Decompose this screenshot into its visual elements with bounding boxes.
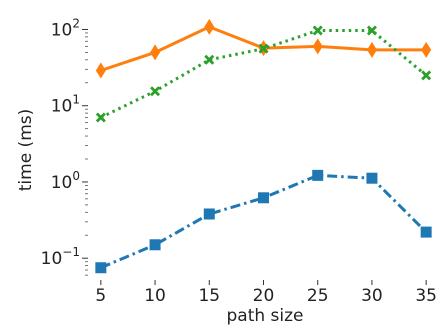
x-tick-label: 15 xyxy=(198,286,220,306)
series-2-point xyxy=(421,70,432,81)
y-tick-label: 102 xyxy=(51,16,80,40)
x-tick-label: 35 xyxy=(415,286,437,306)
series-2-point xyxy=(150,86,161,97)
series-0-point xyxy=(203,208,215,220)
y-tick-label: 100 xyxy=(51,169,80,193)
series-0-point xyxy=(312,169,324,181)
series-0-point xyxy=(149,239,161,251)
y-axis-label: time (ms) xyxy=(16,109,36,192)
y-minor-ticks xyxy=(85,32,88,276)
series-0-point xyxy=(258,192,269,204)
series-layer xyxy=(95,18,432,274)
y-tick-label: 101 xyxy=(51,93,80,117)
series-1-point xyxy=(366,41,377,58)
series-0-point xyxy=(420,226,432,238)
x-tick-label: 5 xyxy=(95,286,106,306)
series-0-point xyxy=(366,172,378,184)
series-2-point xyxy=(258,43,269,54)
series-1-point xyxy=(204,18,215,35)
series-1-point xyxy=(421,41,432,58)
series-0-line xyxy=(100,173,428,270)
series-1-point xyxy=(312,38,323,55)
series-2-point xyxy=(95,112,106,123)
x-axis-label: path size xyxy=(226,306,303,326)
y-axis-ticks: 10−1 100 101 102 xyxy=(41,16,88,269)
series-2-point xyxy=(312,25,323,36)
y-tick-label: 10−1 xyxy=(41,245,80,269)
series-1-point xyxy=(150,44,161,61)
series-1-point xyxy=(95,62,106,79)
series-0-point xyxy=(95,262,107,274)
series-2-point xyxy=(366,25,377,36)
x-axis-ticks: 5 10 15 20 25 30 35 xyxy=(95,280,437,306)
x-tick-label: 30 xyxy=(361,286,383,306)
x-tick-label: 10 xyxy=(144,286,166,306)
x-tick-label: 25 xyxy=(307,286,329,306)
series-2-point xyxy=(204,54,215,65)
x-tick-label: 20 xyxy=(253,286,275,306)
